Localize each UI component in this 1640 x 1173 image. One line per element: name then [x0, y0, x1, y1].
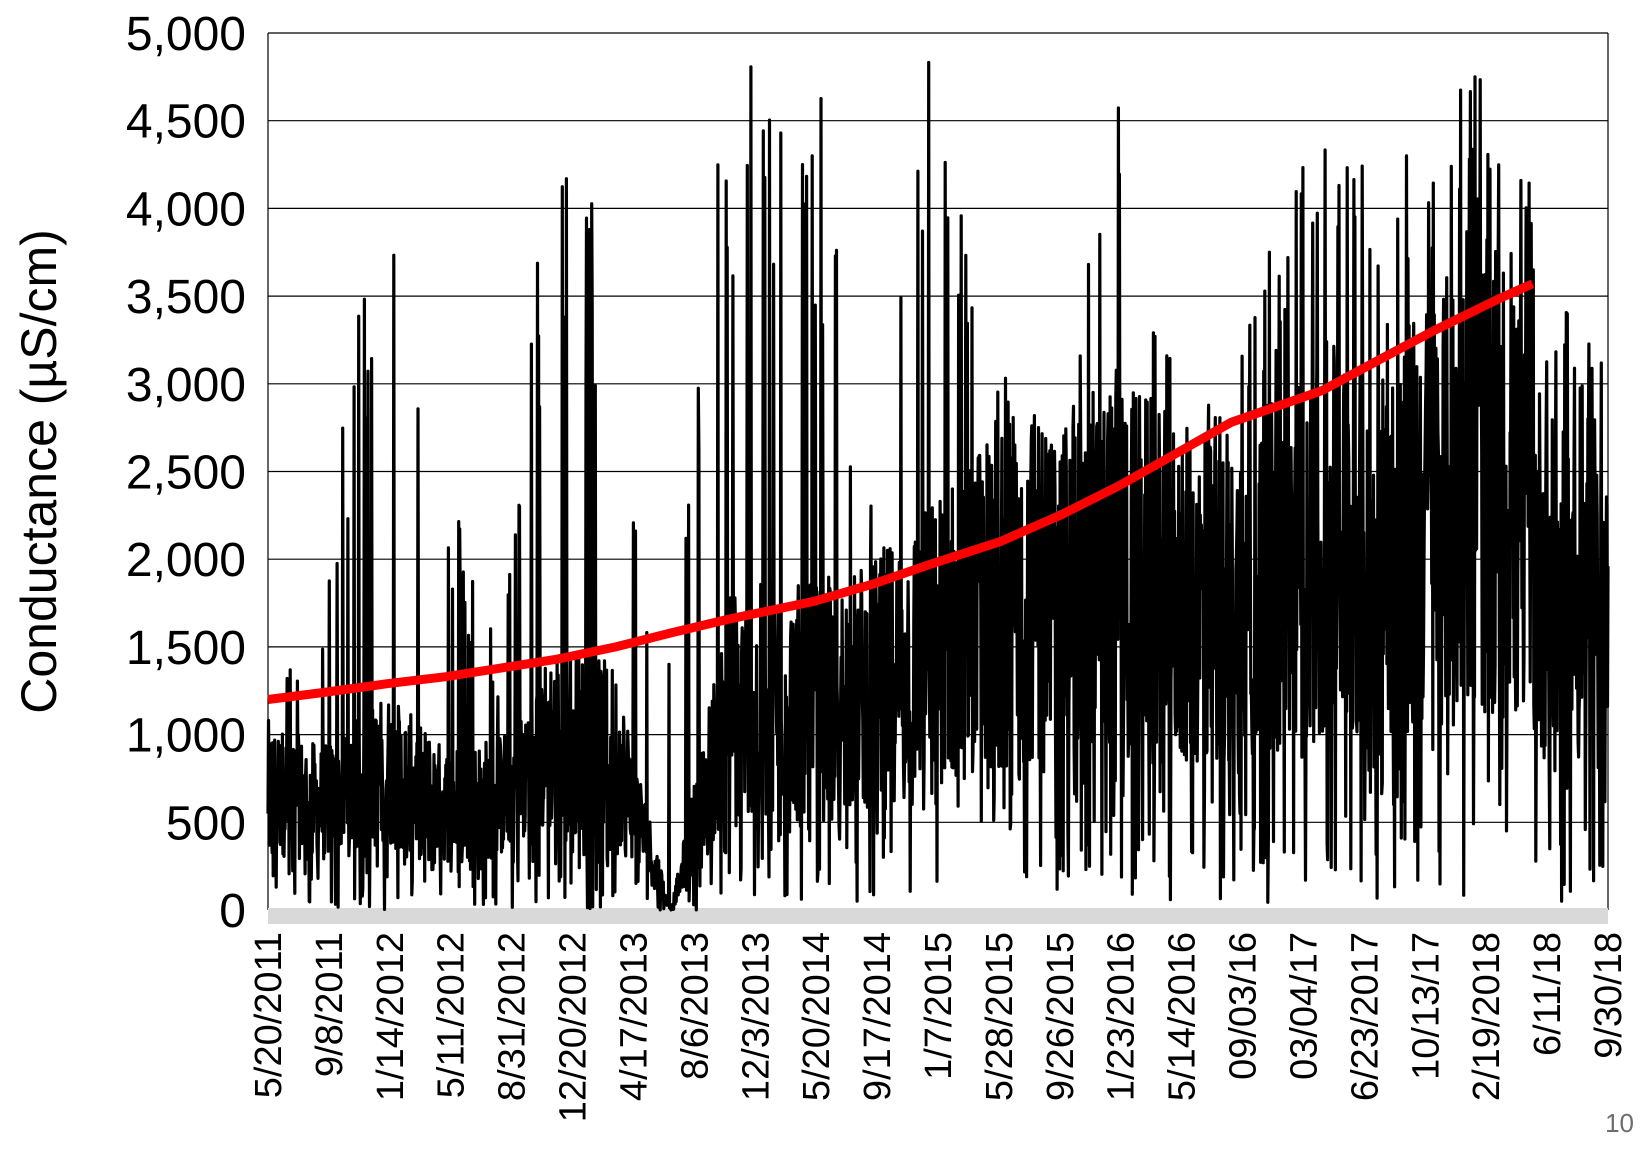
x-tick-label-12: 5/28/2015 [979, 932, 1021, 1101]
y-axis-ticks: 0 500 1,000 1,500 2,000 2,500 3,000 3,500 4,000 4… [126, 8, 246, 938]
x-tick-label-3: 5/11/2012 [431, 932, 473, 1098]
x-tick-label-10: 9/17/2014 [857, 932, 899, 1101]
y-tick-label-8: 4,000 [126, 183, 246, 236]
y-tick-label-5: 2,500 [126, 447, 246, 500]
x-tick-label-20: 2/19/2018 [1466, 932, 1508, 1101]
x-tick-label-14: 1/23/2016 [1101, 932, 1143, 1101]
x-tick-label-11: 1/7/2015 [918, 932, 960, 1080]
y-axis-title: Conductance (µS/cm) [11, 229, 67, 714]
page-number: 10 [1605, 1108, 1634, 1138]
x-tick-label-18: 6/23/2017 [1344, 932, 1386, 1101]
y-tick-label-3: 1,500 [126, 622, 246, 675]
x-tick-label-19: 10/13/17 [1405, 932, 1447, 1080]
x-tick-label-15: 5/14/2016 [1162, 932, 1204, 1101]
y-tick-label-6: 3,000 [126, 359, 246, 412]
x-tick-label-13: 9/26/2015 [1040, 932, 1082, 1101]
x-axis-ticks: 5/20/2011 9/8/2011 1/14/2012 5/11/2012 8/31/… [248, 932, 1630, 1122]
x-tick-label-1: 9/8/2011 [309, 932, 351, 1077]
x-tick-label-9: 5/20/2014 [796, 932, 838, 1101]
y-tick-label-0: 0 [219, 885, 246, 938]
y-tick-label-4: 2,000 [126, 534, 246, 587]
x-axis-bar [268, 908, 1608, 924]
gridlines [267, 32, 1609, 924]
x-tick-label-22: 9/30/18 [1588, 932, 1630, 1059]
y-tick-label-9: 4,500 [126, 96, 246, 149]
trend-line [267, 279, 1535, 704]
x-tick-label-21: 6/11/18 [1527, 932, 1569, 1056]
x-tick-label-2: 1/14/2012 [370, 932, 412, 1101]
x-tick-label-7: 8/6/2013 [674, 932, 716, 1080]
x-tick-label-6: 4/17/2013 [614, 932, 656, 1101]
y-tick-label-1: 500 [166, 797, 246, 850]
x-tick-label-8: 12/3/2013 [735, 932, 777, 1101]
x-tick-label-5: 12/20/2012 [553, 932, 595, 1122]
y-tick-label-10: 5,000 [126, 8, 246, 61]
x-tick-label-0: 5/20/2011 [248, 932, 290, 1098]
data-series [266, 60, 1610, 912]
x-tick-label-16: 09/03/16 [1223, 932, 1265, 1080]
conductance-series-line [266, 60, 1610, 912]
x-tick-label-17: 03/04/17 [1284, 932, 1326, 1080]
y-tick-label-7: 3,500 [126, 271, 246, 324]
x-tick-label-4: 8/31/2012 [492, 932, 534, 1101]
y-tick-label-2: 1,000 [126, 710, 246, 763]
